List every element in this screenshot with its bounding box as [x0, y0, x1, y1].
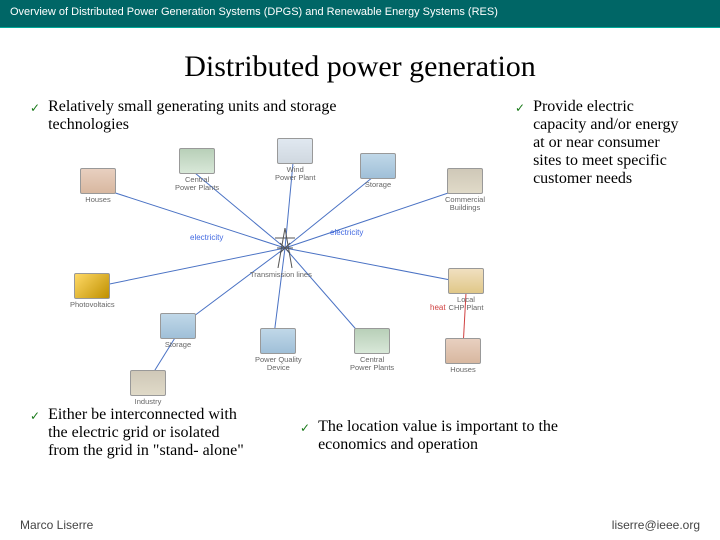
transmission-tower-icon [275, 228, 295, 268]
houses1-icon [80, 168, 116, 194]
node-label: Photovoltaics [70, 301, 115, 309]
diagram-node-storage1: Storage [360, 153, 396, 189]
check-icon: ✓ [515, 101, 525, 188]
diagram: Transmission lines electricity electrici… [70, 138, 500, 398]
check-icon: ✓ [30, 409, 40, 460]
houses2-icon [445, 338, 481, 364]
node-label: Houses [445, 366, 481, 374]
central1-icon [179, 148, 215, 174]
footer-author: Marco Liserre [20, 518, 93, 532]
header-bar: Overview of Distributed Power Generation… [0, 0, 720, 28]
node-label: CentralPower Plants [175, 176, 219, 193]
node-label: LocalCHP Plant [448, 296, 484, 313]
heat-label: heat [430, 303, 446, 312]
industry-icon [130, 370, 166, 396]
bullet-bottom-right: ✓ The location value is important to the… [300, 418, 630, 454]
pq-icon [260, 328, 296, 354]
header-title: Overview of Distributed Power Generation… [10, 6, 498, 18]
diagram-node-chp: LocalCHP Plant [448, 268, 484, 313]
storage2-icon [160, 313, 196, 339]
commercial-icon [447, 168, 483, 194]
node-label: Power QualityDevice [255, 356, 302, 373]
tower-label: Transmission lines [250, 271, 312, 279]
diagram-node-central2: CentralPower Plants [350, 328, 394, 373]
diagram-node-pv: Photovoltaics [70, 273, 115, 309]
bullet-top-left: ✓ Relatively small generating units and … [30, 98, 370, 134]
diagram-node-houses1: Houses [80, 168, 116, 204]
bullet-top-right: ✓ Provide electric capacity and/or energ… [515, 98, 690, 188]
bullet-bottom-left: ✓ Either be interconnected with the elec… [30, 406, 250, 460]
node-label: CommercialBuildings [445, 196, 485, 213]
storage1-icon [360, 153, 396, 179]
diagram-node-pq: Power QualityDevice [255, 328, 302, 373]
node-label: CentralPower Plants [350, 356, 394, 373]
bullet-text: Relatively small generating units and st… [48, 98, 370, 134]
central2-icon [354, 328, 390, 354]
diagram-node-houses2: Houses [445, 338, 481, 374]
electricity-label: electricity [330, 228, 363, 237]
node-label: WindPower Plant [275, 166, 315, 183]
bullet-text: Provide electric capacity and/or energy … [533, 98, 690, 188]
node-label: Storage [160, 341, 196, 349]
diagram-node-storage2: Storage [160, 313, 196, 349]
slide-title: Distributed power generation [0, 50, 720, 84]
node-label: Industry [130, 398, 166, 406]
diagram-node-commercial: CommercialBuildings [445, 168, 485, 213]
bullet-text: Either be interconnected with the electr… [48, 406, 250, 460]
wind-icon [277, 138, 313, 164]
node-label: Storage [360, 181, 396, 189]
diagram-node-wind: WindPower Plant [275, 138, 315, 183]
chp-icon [448, 268, 484, 294]
bullet-text: The location value is important to the e… [318, 418, 630, 454]
node-label: Houses [80, 196, 116, 204]
electricity-label: electricity [190, 233, 223, 242]
diagram-node-central1: CentralPower Plants [175, 148, 219, 193]
check-icon: ✓ [300, 421, 310, 454]
pv-icon [74, 273, 110, 299]
check-icon: ✓ [30, 101, 40, 134]
diagram-node-industry: Industry [130, 370, 166, 406]
footer-email: liserre@ieee.org [612, 518, 700, 532]
